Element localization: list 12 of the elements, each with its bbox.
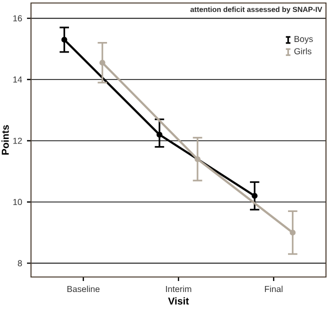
y-tick-label: 10 [13,198,22,206]
y-tick-label: 16 [13,15,22,22]
y-axis-title: Points [2,125,9,155]
legend-label: Girls [294,48,312,54]
x-tick-label: Baseline [67,286,100,292]
x-axis-title: Visit [168,297,189,305]
y-tick-label: 14 [13,76,22,83]
x-tick-label: Final [264,286,282,292]
y-tick-label: 8 [18,260,22,266]
legend-label: Boys [294,36,313,44]
x-tick-label: Interim [166,286,192,292]
y-tick-label: 12 [13,138,22,144]
